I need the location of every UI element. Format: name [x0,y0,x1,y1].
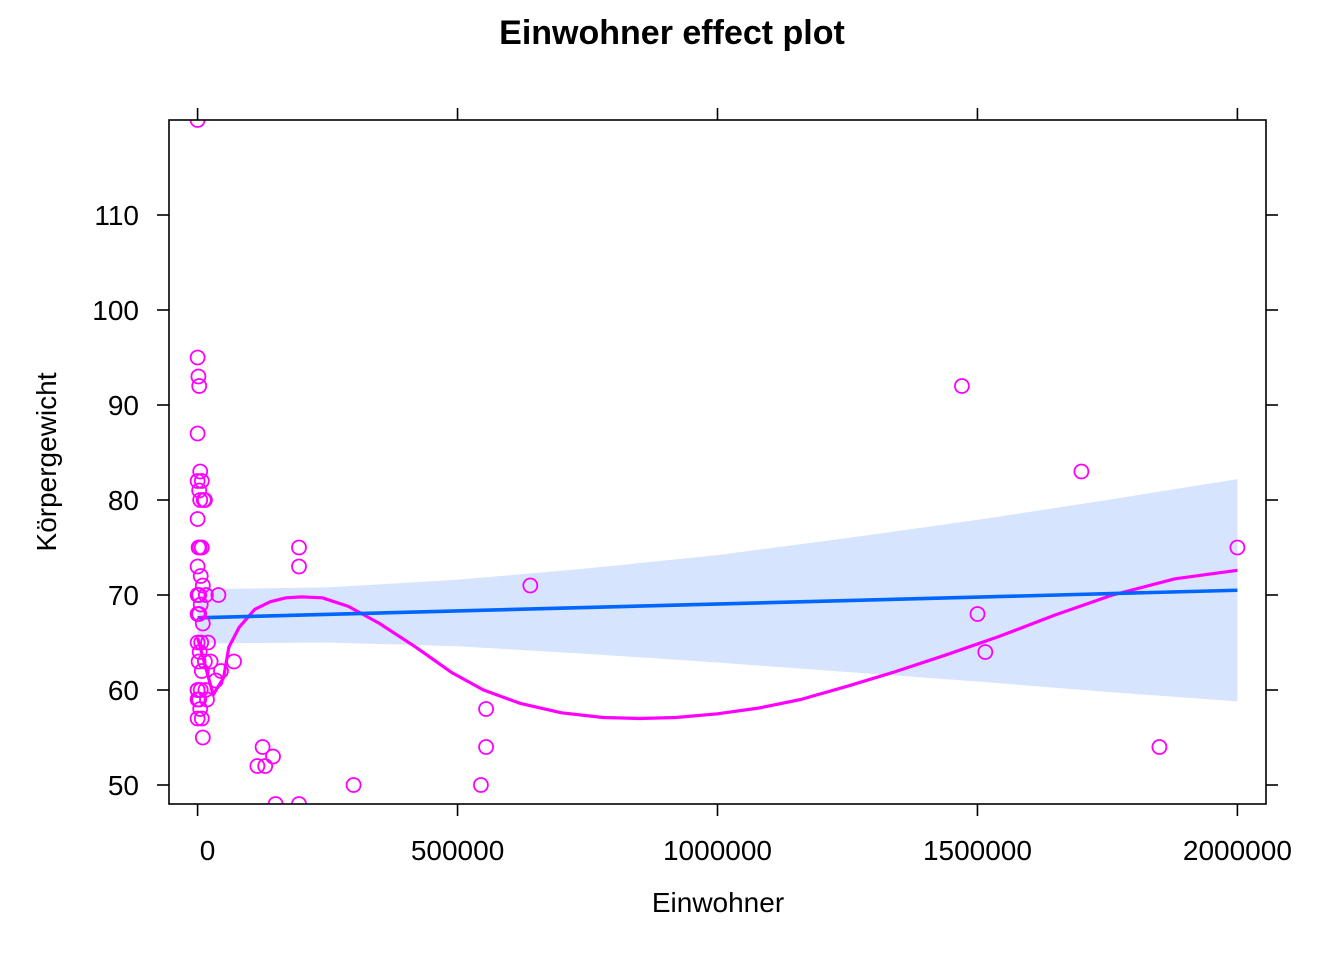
y-tick-label: 110 [94,200,139,231]
data-point [190,653,207,670]
data-point [213,663,229,679]
data-point [291,539,307,556]
data-point [265,748,281,765]
smoother-line [196,568,1238,721]
y-tick-label: 80 [108,485,139,516]
data-point [189,473,206,489]
plot-area [189,120,1246,804]
data-point [193,473,210,489]
data-point [249,758,266,774]
data-point [192,568,209,584]
data-point [191,378,208,394]
data-point [196,653,213,670]
data-point [522,577,539,594]
data-point [192,596,209,613]
data-point [954,378,970,394]
data-point [194,615,211,632]
data-point [257,758,274,774]
data-point [210,587,227,603]
y-axis-label: Körpergewicht [31,372,62,551]
y-tick-label: 70 [108,580,139,611]
x-tick-label: 500000 [411,835,504,866]
fit-line [197,588,1238,620]
data-point [226,653,242,670]
data-point [195,492,212,508]
data-point [345,777,362,793]
confidence-band [197,479,1238,702]
y-tick-label: 90 [108,390,139,421]
data-point [478,701,495,717]
data-point [191,691,208,708]
data-point [193,710,210,727]
data-point [254,739,271,755]
data-point [191,606,208,622]
data-point [189,634,206,651]
y-tick-label: 100 [92,295,139,326]
plot-frame [168,119,1267,805]
data-point [969,606,986,622]
data-point [192,701,209,717]
data-point [194,577,211,594]
data-point [193,663,210,679]
data-point [191,539,208,556]
data-point [189,349,206,366]
data-point [977,644,994,660]
data-point [202,653,219,670]
data-point [194,729,211,746]
data-point [207,672,224,689]
data-point [1151,739,1168,755]
plot-layer [189,120,1246,804]
x-tick-label: 2000000 [1183,835,1292,866]
axes-layer: 0 500000 1000000 1500000 2000000 50 60 70 80 90 10… [92,108,1292,866]
chart-title: Einwohner effect plot [499,14,845,52]
data-point [197,587,214,603]
data-point [200,634,216,651]
y-tick-label: 60 [108,675,139,706]
y-tick-label: 50 [108,770,139,801]
data-point [1229,539,1246,556]
data-point [1073,463,1090,480]
x-tick-label: 1500000 [923,835,1032,866]
data-point [189,511,206,527]
data-point [189,425,206,442]
x-tick-label: 1000000 [663,835,772,866]
data-point [267,796,284,804]
x-tick-label: 0 [200,835,216,866]
x-axis-label: Einwohner [652,887,784,918]
data-point [191,644,208,660]
data-point [291,558,307,575]
data-point [190,368,207,385]
data-point [189,587,206,603]
data-point [189,710,206,727]
data-point [192,463,209,480]
data-point [291,796,307,804]
data-point [478,739,495,755]
data-point [189,558,206,575]
data-point [189,120,206,128]
data-point [472,777,489,793]
